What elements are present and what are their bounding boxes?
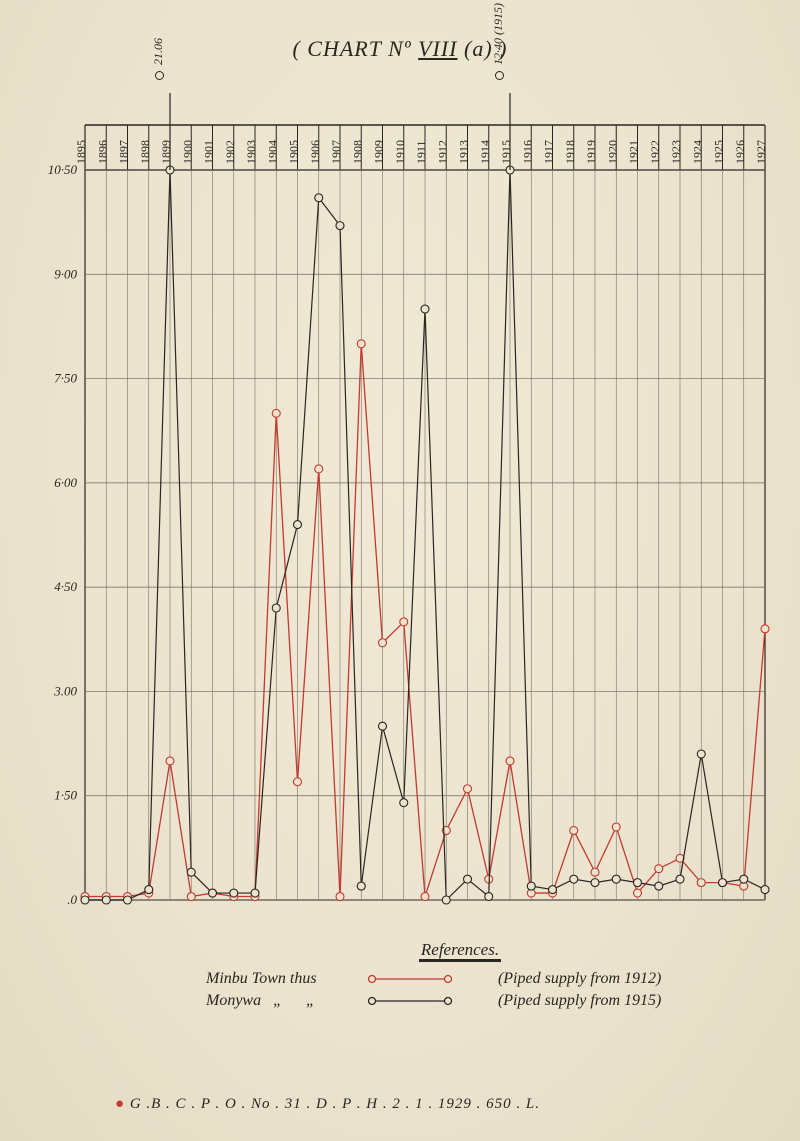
reference-swatch xyxy=(359,990,492,1012)
svg-text:6·00: 6·00 xyxy=(54,475,77,490)
reference-label: Minbu Town thus xyxy=(200,968,359,990)
svg-text:1916: 1916 xyxy=(520,140,534,164)
svg-text:1927: 1927 xyxy=(754,140,768,164)
svg-text:1908: 1908 xyxy=(350,140,364,164)
svg-text:1897: 1897 xyxy=(117,140,131,164)
svg-text:1911: 1911 xyxy=(414,140,428,164)
reference-note: (Piped supply from 1915) xyxy=(492,990,720,1012)
svg-text:10·50: 10·50 xyxy=(48,162,78,177)
reference-note: (Piped supply from 1912) xyxy=(492,968,720,990)
references-heading: References. xyxy=(200,940,720,960)
svg-text:1899: 1899 xyxy=(159,140,173,164)
svg-text:3.00: 3.00 xyxy=(53,683,77,698)
reference-row: Minbu Town thus (Piped supply from 1912) xyxy=(200,968,720,990)
svg-text:1919: 1919 xyxy=(584,140,598,164)
svg-text:1920: 1920 xyxy=(605,140,619,164)
svg-text:1903: 1903 xyxy=(244,140,258,164)
svg-text:7·50: 7·50 xyxy=(54,371,77,386)
svg-text:1906: 1906 xyxy=(308,140,322,164)
svg-text:1914: 1914 xyxy=(478,140,492,164)
footer-ref: ● G .B . C . P . O . No . 31 . D . P . H… xyxy=(115,1096,540,1113)
references-table: Minbu Town thus(Piped supply from 1912)M… xyxy=(200,968,720,1012)
svg-text:1898: 1898 xyxy=(138,140,152,164)
reference-label: Monywa „ „ xyxy=(200,990,359,1012)
svg-text:4·50: 4·50 xyxy=(54,579,77,594)
svg-text:1896: 1896 xyxy=(95,140,109,164)
svg-text:1·50: 1·50 xyxy=(54,788,77,803)
references: References. Minbu Town thus (Piped supply… xyxy=(200,940,720,1012)
svg-text:1921: 1921 xyxy=(627,140,641,164)
svg-text:1905: 1905 xyxy=(287,140,301,164)
svg-text:1904: 1904 xyxy=(265,140,279,164)
footer-text: G .B . C . P . O . No . 31 . D . P . H .… xyxy=(130,1096,540,1112)
svg-text:1915: 1915 xyxy=(499,140,513,164)
svg-text:1924: 1924 xyxy=(690,140,704,164)
svg-text:1925: 1925 xyxy=(712,140,726,164)
svg-text:1913: 1913 xyxy=(457,140,471,164)
svg-text:1926: 1926 xyxy=(733,140,747,164)
reference-swatch xyxy=(359,968,492,990)
svg-text:1922: 1922 xyxy=(648,140,662,164)
svg-text:1912: 1912 xyxy=(435,140,449,164)
reference-row: Monywa „ „ (Piped supply from 1915) xyxy=(200,990,720,1012)
svg-text:1907: 1907 xyxy=(329,140,343,164)
svg-text:1923: 1923 xyxy=(669,140,683,164)
svg-text:1895: 1895 xyxy=(74,140,88,164)
svg-text:1909: 1909 xyxy=(372,140,386,164)
svg-text:1918: 1918 xyxy=(563,140,577,164)
svg-text:1901: 1901 xyxy=(202,140,216,164)
svg-text:.0: .0 xyxy=(67,892,77,907)
svg-text:9·00: 9·00 xyxy=(54,266,77,281)
svg-text:1900: 1900 xyxy=(180,140,194,164)
svg-text:1910: 1910 xyxy=(393,140,407,164)
svg-text:1917: 1917 xyxy=(542,140,556,164)
svg-text:1902: 1902 xyxy=(223,140,237,164)
